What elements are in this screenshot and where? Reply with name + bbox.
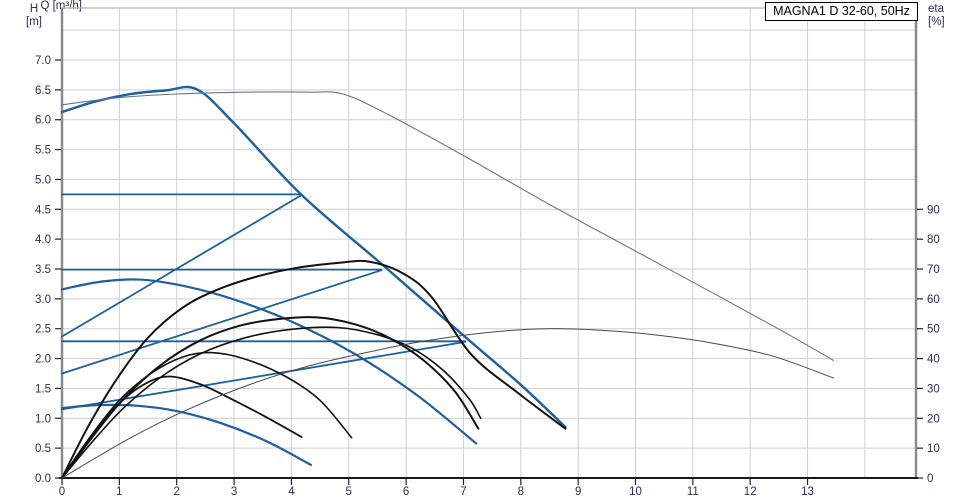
curve-control-prop-4p75 [61, 194, 303, 338]
q-axis-tick-label: 5 [346, 486, 352, 498]
right-axis-title: eta [%] [928, 3, 964, 29]
q-axis-tick-label: 1 [116, 486, 122, 498]
eta-axis-tick-label: 0 [927, 473, 933, 485]
h-axis-tick-label: 2.0 [35, 354, 51, 366]
curve-control-prop-2p3 [61, 341, 467, 411]
eta-axis-tick-label: 40 [927, 354, 940, 366]
right-axis-title-line2: [%] [928, 16, 945, 28]
q-axis-tick-label: 3 [231, 486, 237, 498]
q-axis-tick-label: 2 [173, 486, 179, 498]
curve-qh-min-speed [60, 403, 312, 466]
eta-axis-tick-label: 50 [927, 324, 940, 336]
h-axis-tick-label: 1.0 [35, 413, 51, 425]
chart-title-box: MAGNA1 D 32-60, 50Hz [765, 2, 918, 21]
q-axis-tick-label: 7 [460, 486, 466, 498]
q-axis-tick-label: 8 [518, 486, 524, 498]
h-axis-tick-label: 0.0 [35, 473, 51, 485]
right-axis-title-line1: eta [928, 3, 944, 15]
eta-axis-tick-label: 10 [927, 443, 940, 455]
eta-axis-tick-label: 60 [927, 294, 940, 306]
h-axis-tick-label: 4.5 [35, 204, 51, 216]
q-axis-tick-label: 6 [403, 486, 409, 498]
eta-axis-tick-label: 30 [927, 383, 940, 395]
q-axis-tick-label: 10 [629, 486, 642, 498]
h-axis-tick-label: 0.5 [35, 443, 51, 455]
eta-axis-tick-label: 90 [927, 204, 940, 216]
h-axis-tick-label: 3.0 [35, 294, 51, 306]
curve-qh-parallel-operation [61, 91, 834, 361]
q-axis-tick-label: 13 [801, 486, 814, 498]
q-axis-tick-label: 0 [59, 486, 65, 498]
curve-eta-mid-speed-2 [61, 326, 482, 479]
h-axis-tick-label: 6.0 [35, 115, 51, 127]
h-axis-tick-label: 2.5 [35, 324, 51, 336]
curve-qh-mid-speed [60, 278, 478, 445]
q-axis-tick-label: 4 [288, 486, 295, 498]
left-axis-title-line2: [m] [26, 16, 42, 28]
curve-eta-min-speed [61, 375, 303, 479]
h-axis-tick-label: 6.5 [35, 85, 51, 97]
curve-control-prop-3p5 [61, 269, 383, 375]
curve-eta-low-speed [61, 351, 353, 479]
h-axis-tick-label: 3.5 [35, 264, 51, 276]
h-axis-tick-label: 5.5 [35, 145, 51, 157]
curve-qh-max-speed [60, 85, 567, 429]
eta-axis-tick-label: 20 [927, 413, 940, 425]
h-axis-tick-label: 1.5 [35, 383, 51, 395]
eta-axis-tick-label: 70 [927, 264, 940, 276]
left-axis-title-line1: H [29, 3, 39, 15]
left-axis-title: H [m] [14, 3, 54, 29]
curve-eta-max-speed [61, 259, 567, 479]
h-axis-tick-label: 5.0 [35, 174, 51, 186]
q-axis-tick-label: 11 [687, 486, 699, 498]
q-axis-tick-label: 12 [744, 486, 757, 498]
curve-eta-parallel-operation [61, 328, 834, 479]
q-axis-tick-label: 9 [575, 486, 581, 498]
x-axis-title: Q [m³/h] [40, 0, 82, 12]
h-axis-tick-label: 4.0 [35, 234, 51, 246]
h-axis-tick-label: 7.0 [35, 55, 51, 67]
eta-axis-tick-label: 80 [927, 234, 940, 246]
